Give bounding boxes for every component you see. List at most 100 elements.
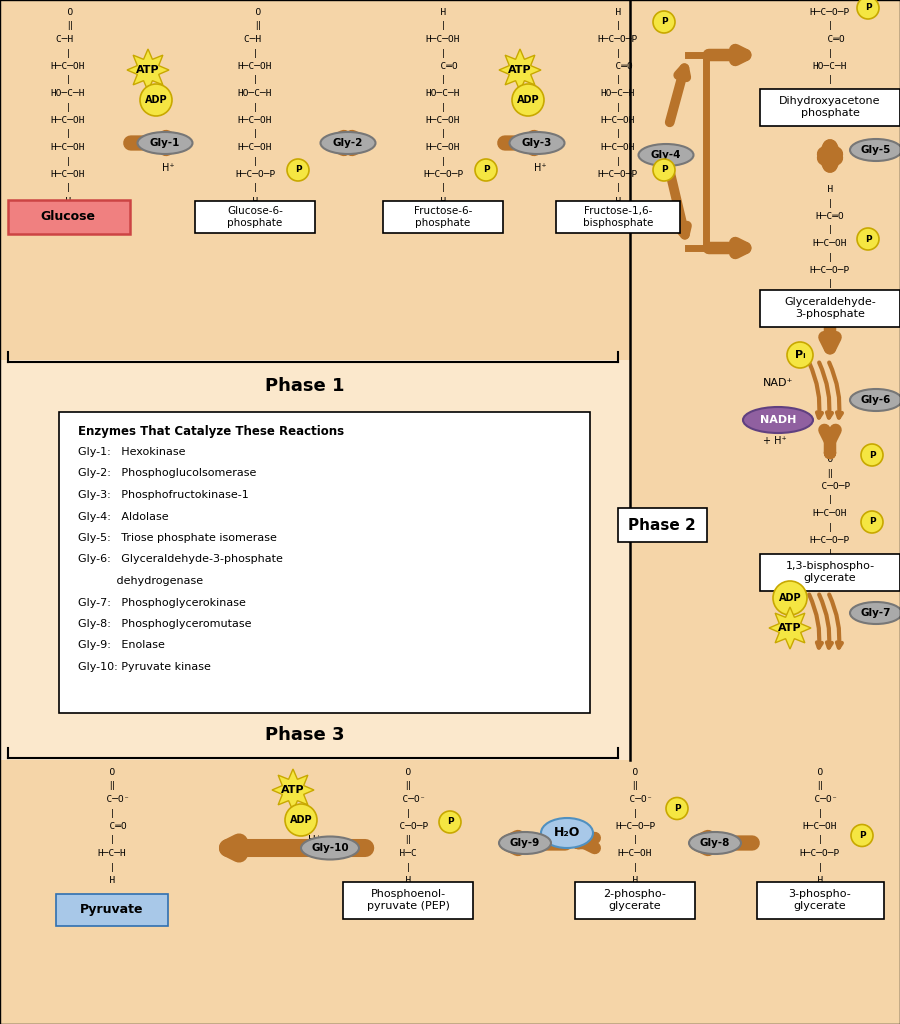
Text: |: | xyxy=(54,129,83,138)
Polygon shape xyxy=(769,607,811,649)
Text: P: P xyxy=(868,517,876,526)
Text: O: O xyxy=(621,768,650,777)
Text: |: | xyxy=(604,129,633,138)
Text: Glyceraldehyde-
3-phosphate: Glyceraldehyde- 3-phosphate xyxy=(784,297,876,318)
Text: H⁺: H⁺ xyxy=(309,835,321,845)
FancyBboxPatch shape xyxy=(618,508,707,542)
Text: |: | xyxy=(815,48,844,57)
Text: O: O xyxy=(806,768,834,777)
Text: Fructose-6-
phosphate: Fructose-6- phosphate xyxy=(414,206,472,227)
Text: |: | xyxy=(604,22,633,31)
Text: Gly-5:   Triose phosphate isomerase: Gly-5: Triose phosphate isomerase xyxy=(78,534,277,543)
Polygon shape xyxy=(127,49,169,91)
Text: HO─C─H: HO─C─H xyxy=(50,89,86,98)
Ellipse shape xyxy=(138,132,193,154)
FancyBboxPatch shape xyxy=(760,290,900,327)
Text: H─C─OH: H─C─OH xyxy=(50,170,86,179)
Text: HO─C─H: HO─C─H xyxy=(813,62,847,71)
Text: C─O⁻: C─O⁻ xyxy=(391,795,425,804)
Text: Gly-6:   Glyceraldehyde-3-phosphate: Gly-6: Glyceraldehyde-3-phosphate xyxy=(78,555,283,564)
Text: H─C─OH: H─C─OH xyxy=(238,62,272,71)
Ellipse shape xyxy=(499,831,551,854)
Circle shape xyxy=(857,228,879,250)
Text: C─O⁻: C─O⁻ xyxy=(803,795,837,804)
Text: H─C─O─P: H─C─O─P xyxy=(615,822,655,831)
Text: H₂O: H₂O xyxy=(554,826,580,840)
Circle shape xyxy=(861,444,883,466)
Text: |: | xyxy=(815,225,844,234)
Text: H─C─OH: H─C─OH xyxy=(813,509,847,518)
Circle shape xyxy=(653,11,675,33)
Text: HO─C─H: HO─C─H xyxy=(601,89,635,98)
Text: |: | xyxy=(240,183,269,193)
Text: Phase 3: Phase 3 xyxy=(266,726,345,744)
Text: H─C─O─P: H─C─O─P xyxy=(235,170,275,179)
Text: C─O─P: C─O─P xyxy=(810,482,850,490)
Ellipse shape xyxy=(743,407,813,433)
Text: H: H xyxy=(97,876,126,885)
Text: |: | xyxy=(97,809,126,817)
Text: O: O xyxy=(393,768,422,777)
Text: O: O xyxy=(57,8,79,17)
Text: H⁺: H⁺ xyxy=(534,163,546,173)
Text: |: | xyxy=(806,836,834,845)
Text: Gly-1: Gly-1 xyxy=(149,138,180,148)
Text: H─C─OH: H─C─OH xyxy=(50,143,86,152)
Text: |: | xyxy=(806,862,834,871)
Text: ADP: ADP xyxy=(290,815,312,825)
Text: H─C─OH: H─C─OH xyxy=(803,822,837,831)
Text: P: P xyxy=(294,166,302,174)
Circle shape xyxy=(787,342,813,368)
Text: Gly-10: Pyruvate kinase: Gly-10: Pyruvate kinase xyxy=(78,662,211,672)
Text: |: | xyxy=(240,102,269,112)
Text: H: H xyxy=(393,876,422,885)
Text: P: P xyxy=(865,234,871,244)
Text: H─C─OH: H─C─OH xyxy=(426,116,460,125)
FancyBboxPatch shape xyxy=(383,201,503,233)
Ellipse shape xyxy=(320,132,375,154)
Ellipse shape xyxy=(850,389,900,411)
Text: H: H xyxy=(815,293,844,302)
Text: Enzymes That Catalyze These Reactions: Enzymes That Catalyze These Reactions xyxy=(78,425,344,438)
Text: H: H xyxy=(54,197,83,206)
FancyBboxPatch shape xyxy=(575,882,695,919)
Text: 1,3-bisphospho-
glycerate: 1,3-bisphospho- glycerate xyxy=(786,561,875,583)
Circle shape xyxy=(439,811,461,833)
Text: H─C─H: H─C─H xyxy=(97,849,126,858)
Circle shape xyxy=(666,798,688,819)
Text: H⁺: H⁺ xyxy=(162,163,175,173)
Text: |: | xyxy=(428,48,457,57)
FancyBboxPatch shape xyxy=(0,760,900,1024)
Text: H─C─OH: H─C─OH xyxy=(50,116,86,125)
Circle shape xyxy=(475,159,497,181)
Text: |: | xyxy=(428,76,457,85)
Text: H: H xyxy=(815,185,844,194)
Text: ‖: ‖ xyxy=(57,22,79,31)
Text: ‖: ‖ xyxy=(97,781,126,791)
FancyBboxPatch shape xyxy=(0,0,900,360)
Text: Glucose-6-
phosphate: Glucose-6- phosphate xyxy=(227,206,283,227)
Text: ADP: ADP xyxy=(145,95,167,105)
Text: Phase 1: Phase 1 xyxy=(266,377,345,395)
Text: ADP: ADP xyxy=(778,593,801,603)
Text: C─O⁻: C─O⁻ xyxy=(617,795,652,804)
Text: H: H xyxy=(428,8,457,17)
Text: H─C─O─P: H─C─O─P xyxy=(598,35,638,44)
Text: P: P xyxy=(865,3,871,12)
Text: |: | xyxy=(428,102,457,112)
Text: |: | xyxy=(621,862,650,871)
Text: H: H xyxy=(604,197,633,206)
Polygon shape xyxy=(499,49,541,91)
Text: |: | xyxy=(815,199,844,208)
Text: |: | xyxy=(54,102,83,112)
Text: Gly-9:   Enolase: Gly-9: Enolase xyxy=(78,640,165,650)
Text: O: O xyxy=(97,768,126,777)
FancyBboxPatch shape xyxy=(556,201,680,233)
Text: 2-phospho-
glycerate: 2-phospho- glycerate xyxy=(604,889,666,910)
Text: |: | xyxy=(97,862,126,871)
Text: ‖: ‖ xyxy=(244,22,266,31)
Circle shape xyxy=(857,0,879,19)
Text: H─C─OH: H─C─OH xyxy=(426,35,460,44)
Text: H─C: H─C xyxy=(388,849,428,858)
Text: |: | xyxy=(815,253,844,261)
